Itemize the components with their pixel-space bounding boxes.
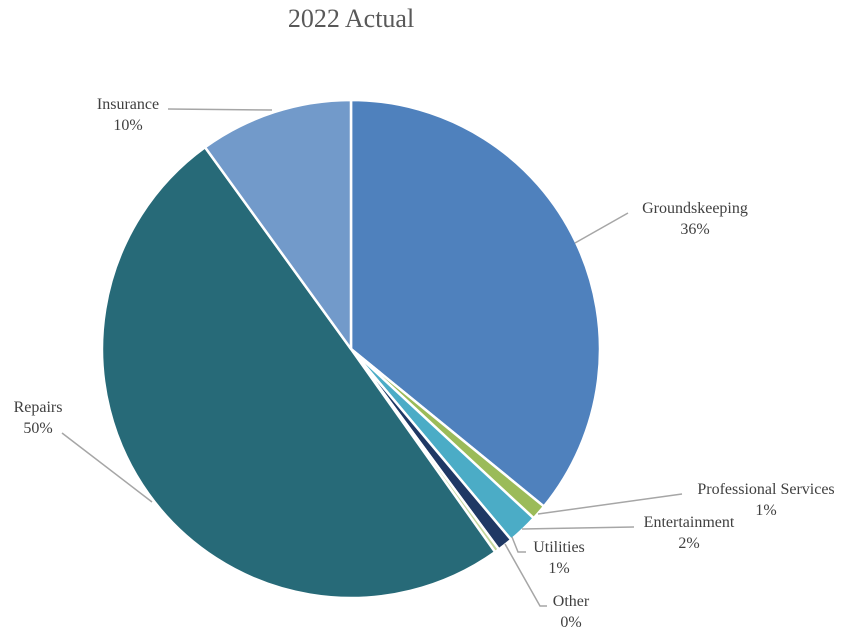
- data-label-utilities: Utilities 1%: [533, 539, 585, 577]
- data-label-value: 0%: [560, 614, 581, 631]
- leader-line-entertainment: [521, 526, 635, 530]
- data-label-value: 1%: [548, 560, 569, 577]
- data-label-groundskeeping: Groundskeeping 36%: [642, 200, 748, 238]
- pie-slice-repairs: [100, 146, 497, 600]
- data-label-value: 2%: [678, 535, 699, 552]
- leader-line-insurance: [167, 108, 273, 111]
- leader-line-repairs: [61, 432, 153, 503]
- data-label-value: 1%: [755, 502, 776, 519]
- data-label-other: Other 0%: [553, 593, 590, 631]
- data-label-name: Professional Services: [697, 481, 834, 498]
- data-label-name: Groundskeeping: [642, 200, 748, 217]
- data-label-repairs: Repairs 50%: [14, 399, 63, 437]
- data-label-name: Utilities: [533, 539, 585, 556]
- data-label-name: Insurance: [97, 96, 159, 113]
- chart-title: 2022 Actual: [288, 4, 414, 33]
- pie-slices: [100, 98, 602, 600]
- leader-lines: [61, 108, 683, 607]
- data-label-value: 10%: [113, 117, 142, 134]
- data-label-value: 50%: [23, 420, 52, 437]
- data-label-value: 36%: [680, 221, 709, 238]
- data-label-professional-services: Professional Services 1%: [697, 481, 834, 519]
- data-label-insurance: Insurance 10%: [97, 96, 159, 134]
- leader-line-utilities: [511, 536, 526, 553]
- leader-line-groundskeeping: [574, 212, 629, 244]
- leader-line-professional-services: [537, 493, 683, 515]
- data-label-name: Entertainment: [644, 514, 735, 531]
- leader-line-other: [504, 543, 547, 607]
- pie-slice-insurance: [203, 98, 353, 351]
- data-labels: Groundskeeping 36% Professional Services 1%…: [14, 96, 835, 631]
- data-label-entertainment: Entertainment 2%: [644, 514, 735, 552]
- data-label-name: Repairs: [14, 399, 63, 416]
- data-label-name: Other: [553, 593, 590, 610]
